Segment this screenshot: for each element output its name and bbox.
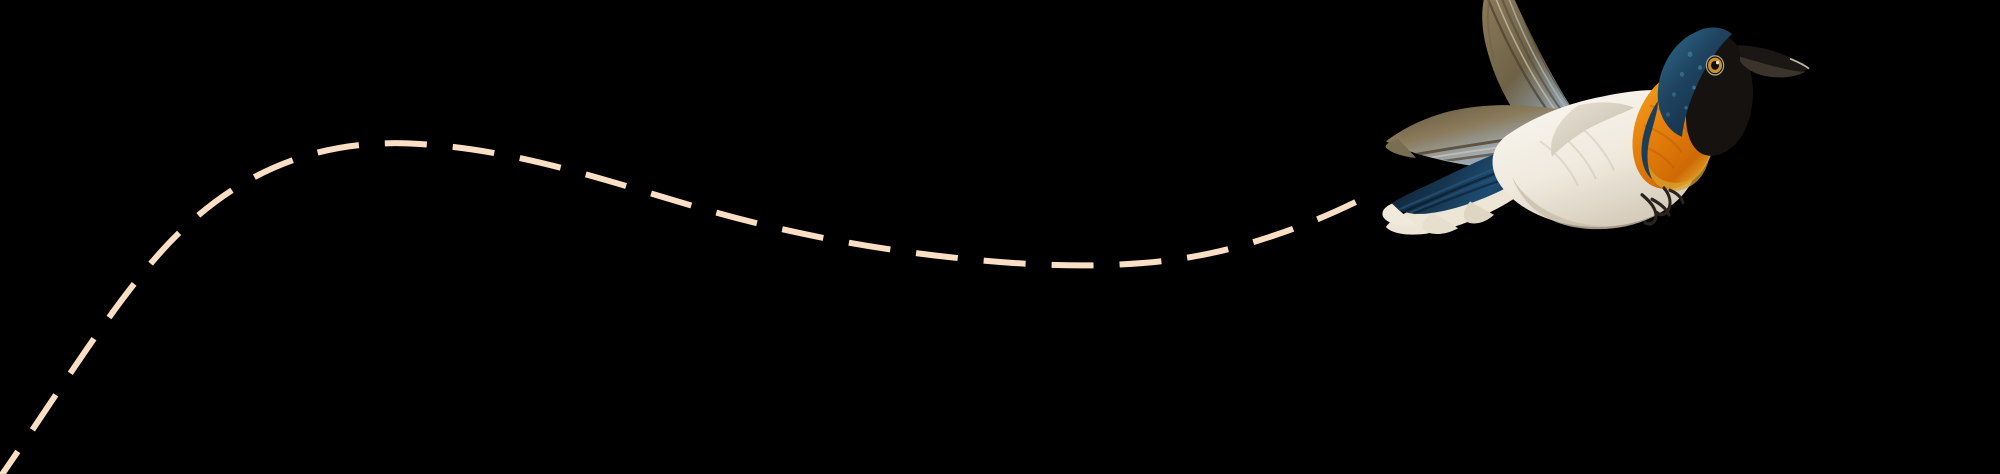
dashed-flight-path: [0, 140, 1370, 474]
